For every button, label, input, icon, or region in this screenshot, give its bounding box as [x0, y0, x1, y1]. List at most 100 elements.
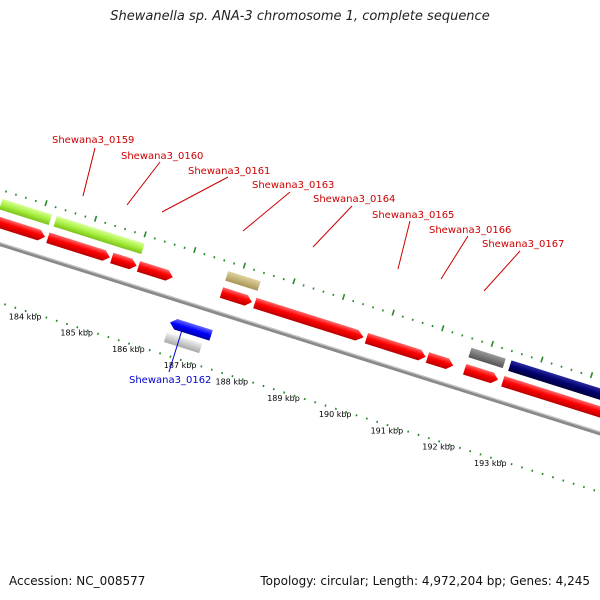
map-title: Shewanella sp. ANA-3 chromosome 1, compl… [110, 9, 490, 24]
lower-minor-tick [438, 440, 441, 443]
cds-arrow-reverse-blue[interactable] [168, 317, 213, 341]
callout-line-0164 [312, 205, 353, 248]
kbp-tick-label: 191 kbp [371, 426, 404, 435]
upper-major-tick [490, 340, 495, 347]
lower-minor-tick [210, 368, 213, 371]
gene-lime-2[interactable] [53, 215, 145, 255]
lower-minor-tick [314, 401, 317, 404]
cds-arrow-10[interactable] [501, 375, 600, 424]
gene-label-0162[interactable]: Shewana3_0162 [129, 375, 211, 386]
lower-minor-tick [334, 407, 337, 410]
upper-minor-tick [570, 368, 573, 372]
sequence-backbone-highlight [0, 223, 600, 454]
lower-minor-tick [345, 410, 348, 414]
upper-major-tick [589, 372, 594, 379]
cds-arrow-5[interactable] [219, 287, 254, 307]
callout-line-0163 [242, 191, 291, 232]
gene-label-0166[interactable]: Shewana3_0166 [429, 225, 511, 236]
lower-minor-tick [262, 384, 265, 388]
upper-minor-tick [500, 346, 504, 350]
cds-arrow-7[interactable] [364, 332, 427, 362]
lower-minor-tick [14, 306, 17, 309]
callout-line-0165 [397, 220, 411, 270]
lower-minor-tick [531, 469, 534, 472]
cds-arrow-2[interactable] [46, 232, 111, 263]
lower-minor-tick [376, 420, 379, 424]
gene-label-0165[interactable]: Shewana3_0165 [372, 210, 454, 221]
lower-minor-tick [489, 456, 492, 459]
lower-minor-tick [252, 381, 255, 384]
lower-minor-tick [117, 339, 120, 342]
upper-major-tick [93, 215, 98, 222]
upper-minor-tick [54, 206, 57, 209]
upper-minor-tick [471, 337, 474, 340]
kbp-tick-label: 185 kbp [60, 329, 93, 338]
lower-minor-tick [520, 466, 523, 469]
upper-minor-tick [352, 299, 355, 303]
lower-minor-tick [34, 313, 38, 316]
lower-minor-tick [324, 404, 327, 407]
upper-minor-tick [64, 209, 67, 212]
lower-minor-tick [179, 358, 182, 362]
cds-arrow-3[interactable] [110, 252, 138, 271]
gene-lightgray[interactable] [163, 332, 203, 354]
gene-navy[interactable] [508, 360, 600, 407]
upper-minor-tick [322, 290, 325, 293]
lower-minor-tick [303, 397, 306, 401]
gene-label-0164[interactable]: Shewana3_0164 [313, 194, 395, 205]
lower-minor-tick [572, 482, 575, 485]
callout-line-0160 [126, 161, 161, 206]
gene-lime-1[interactable] [0, 198, 53, 225]
kbp-tick-label: 190 kbp [319, 410, 352, 419]
upper-minor-tick [332, 293, 335, 296]
gene-label-0167[interactable]: Shewana3_0167 [482, 239, 564, 250]
lower-minor-tick [96, 332, 100, 336]
callout-lines [82, 147, 521, 373]
gene-khaki[interactable] [225, 271, 261, 291]
lower-minor-tick [365, 417, 368, 420]
gene-label-0161[interactable]: Shewana3_0161 [188, 166, 270, 177]
gene-label-0160[interactable]: Shewana3_0160 [121, 151, 203, 162]
upper-minor-tick [34, 199, 37, 203]
upper-minor-tick [371, 306, 375, 309]
upper-major-tick [143, 231, 147, 238]
lower-minor-tick [76, 326, 79, 329]
gene-gray[interactable] [468, 347, 506, 369]
callout-line-0162 [168, 329, 183, 373]
upper-tick-scale [4, 190, 594, 379]
upper-minor-tick [262, 271, 265, 275]
kbp-tick-label: 189 kbp [267, 394, 300, 403]
gene-labels: Shewana3_0159 Shewana3_0160 Shewana3_016… [52, 135, 564, 386]
lower-minor-tick [148, 348, 151, 352]
gene-label-0159[interactable]: Shewana3_0159 [52, 135, 134, 146]
upper-minor-tick [431, 324, 434, 328]
lower-minor-tick [231, 375, 234, 378]
upper-minor-tick [530, 356, 533, 359]
lower-minor-tick [386, 423, 389, 427]
upper-major-tick [193, 246, 197, 254]
gene-label-0163[interactable]: Shewana3_0163 [252, 180, 334, 191]
lower-minor-tick [55, 319, 58, 322]
upper-minor-tick [362, 302, 365, 306]
upper-major-tick [44, 200, 48, 207]
upper-minor-tick [381, 309, 385, 312]
lower-tick-scale [3, 303, 596, 492]
upper-major-tick [341, 293, 346, 301]
upper-minor-tick [133, 231, 137, 234]
cds-arrow-9[interactable] [462, 363, 500, 385]
kbp-tick-label: 192 kbp [422, 443, 455, 452]
cds-arrow-6[interactable] [253, 297, 365, 343]
cds-arrow-8[interactable] [425, 352, 455, 371]
lower-minor-tick [293, 394, 296, 397]
lower-minor-tick [200, 365, 203, 368]
lower-minor-tick [45, 316, 48, 319]
lower-minor-tick [241, 378, 244, 381]
cds-arrow-4[interactable] [136, 261, 175, 282]
upper-minor-tick [282, 277, 285, 281]
kbp-tick-label: 186 kbp [112, 345, 145, 354]
cds-arrow-1[interactable] [0, 216, 47, 242]
lower-minor-tick [86, 329, 89, 332]
upper-minor-tick [14, 193, 18, 196]
